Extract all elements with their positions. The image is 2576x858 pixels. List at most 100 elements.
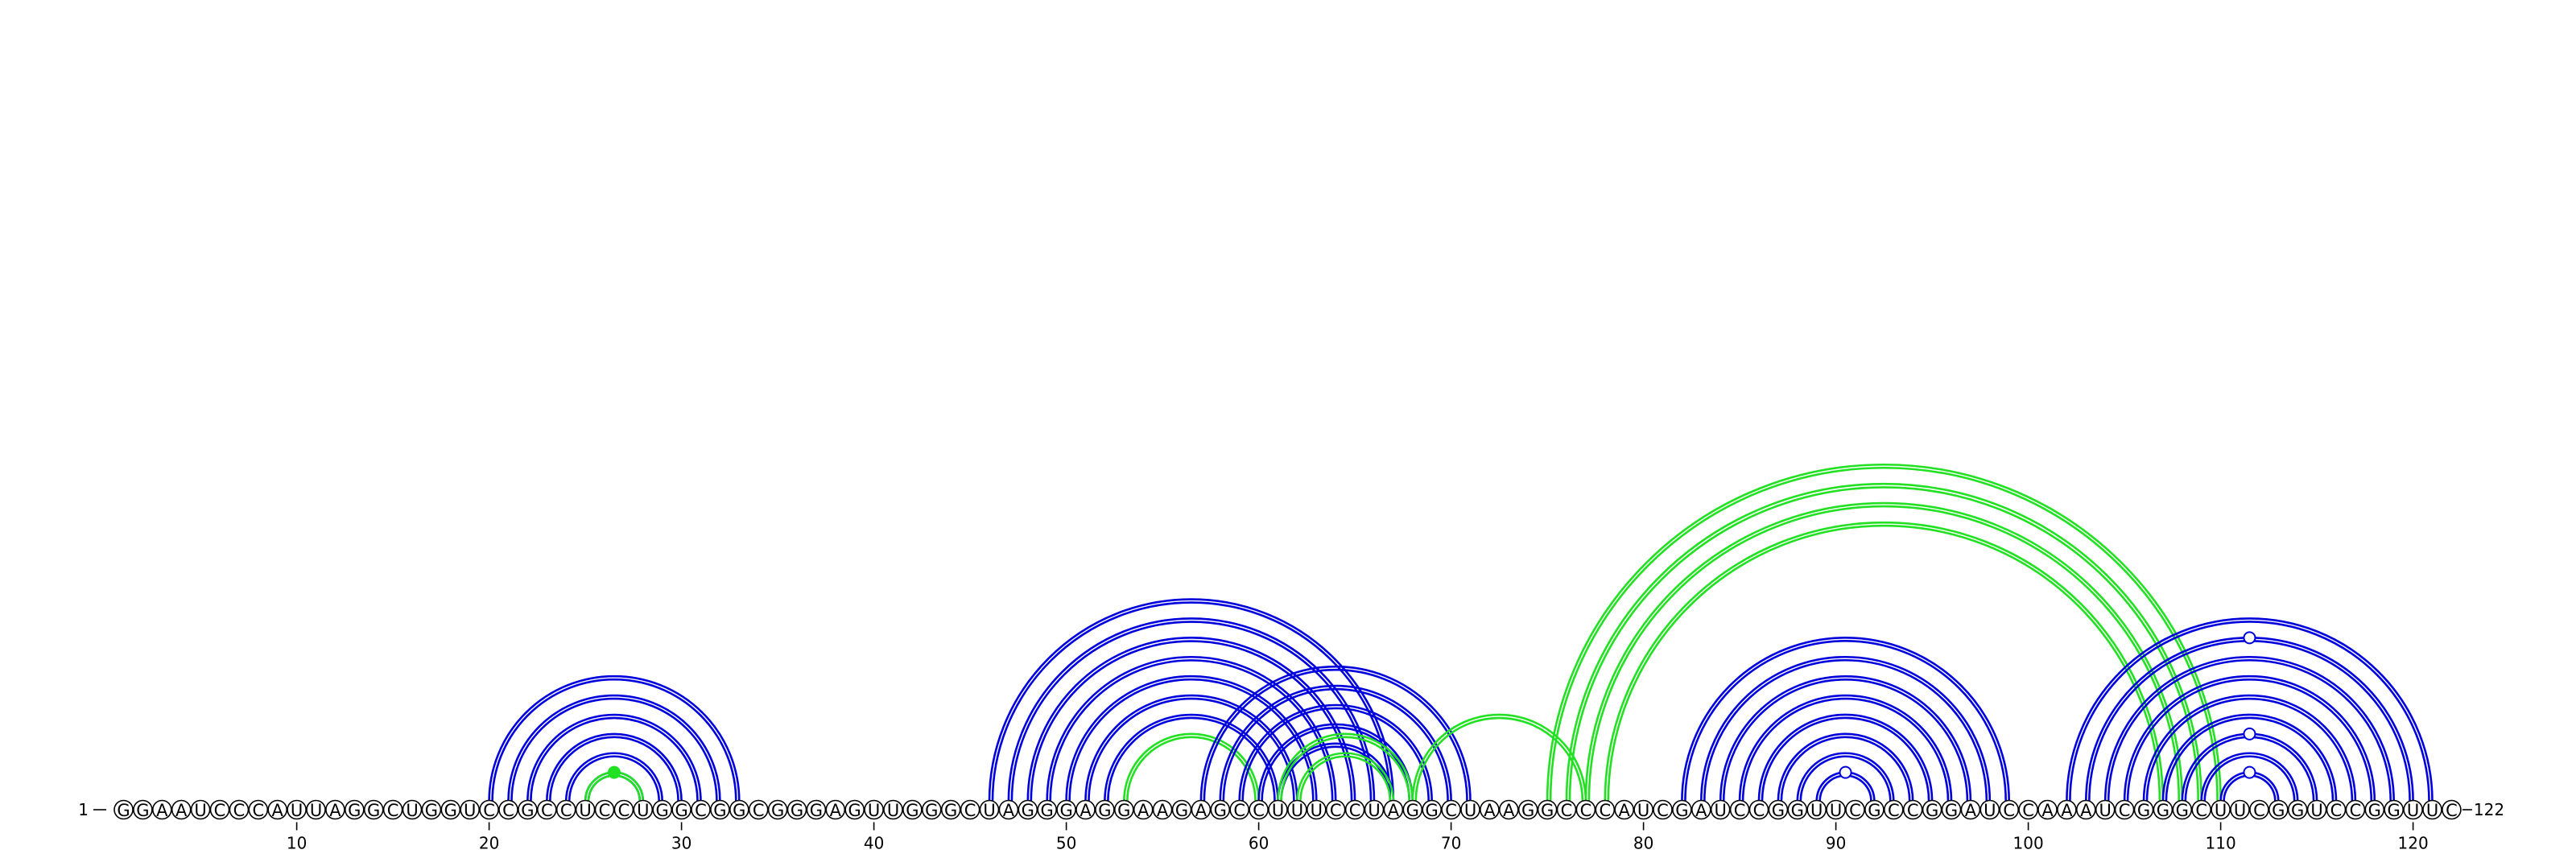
nucleotide-letter: G (1022, 801, 1034, 820)
nucleotide: C (248, 799, 269, 820)
base-pair-arc-87-94 (1777, 732, 1914, 802)
nucleotide-circle (2268, 799, 2289, 820)
nucleotide-letter: U (887, 801, 899, 820)
nucleotide-circle (460, 799, 481, 820)
nucleotide: G (844, 799, 865, 820)
nucleotide-circle (1787, 799, 1808, 820)
nucleotide-circle (479, 799, 499, 820)
nucleotide-letter: G (733, 801, 745, 820)
nucleotide-circle (960, 799, 980, 820)
nucleotide: C (2345, 799, 2366, 820)
axis-tick-label: 70 (1441, 834, 1461, 853)
nucleotide-letter: G (1868, 801, 1880, 820)
nucleotide-circle (2364, 799, 2385, 820)
axis-tick-label: 110 (2206, 834, 2236, 853)
nucleotide: G (363, 799, 384, 820)
nucleotide: G (786, 799, 807, 820)
nucleotide: U (1460, 799, 1480, 820)
nucleotide-letter: C (1734, 801, 1746, 820)
nucleotide-letter: C (753, 801, 765, 820)
nucleotide-letter: U (2215, 801, 2227, 820)
base-pair-arc-21-32 (507, 694, 721, 802)
nucleotide: U (1268, 799, 1288, 820)
nucleotide: C (2249, 799, 2269, 820)
nucleotide-letter: C (483, 801, 495, 820)
position-axis: 10 20 30 40 50 60 70 80 90 100 110 120 (287, 822, 2429, 853)
nucleotide-letter: C (214, 801, 226, 820)
nucleotide-circle (1191, 799, 1212, 820)
nucleotide: A (325, 799, 345, 820)
nucleotide-letter: C (2022, 801, 2034, 820)
nucleotide: U (2403, 799, 2423, 820)
nucleotide-circle (1210, 799, 1231, 820)
nucleotide-circle (1556, 799, 1577, 820)
nucleotide-circle (363, 799, 384, 820)
nucleotide: U (190, 799, 211, 820)
nucleotide-letter: A (2080, 801, 2092, 820)
nucleotide-circle (2306, 799, 2327, 820)
nucleotide-letter: A (1503, 801, 1515, 820)
nucleotide-letter: U (464, 801, 476, 820)
nucleotide-letter: A (175, 801, 188, 820)
nucleotide-circle (594, 799, 615, 820)
nucleotide-circle (729, 799, 749, 820)
nucleotide: U (883, 799, 903, 820)
loop-marker (2243, 631, 2256, 645)
nucleotide: U (1826, 799, 1846, 820)
base-pair-arc-106-117 (2142, 694, 2357, 802)
nucleotide: U (2306, 799, 2327, 820)
nucleotide-letter: G (2388, 801, 2401, 820)
nucleotide-letter: U (1368, 801, 1380, 820)
nucleotide-circle (1383, 799, 1404, 820)
nucleotide: G (1422, 799, 1442, 820)
base-pair-arc-75-110 (1546, 463, 2222, 802)
nucleotide-circle (1633, 799, 1653, 820)
nucleotide-circle (1537, 799, 1558, 820)
nucleotide-letter: C (964, 801, 976, 820)
nucleotide-letter: U (1810, 801, 1823, 820)
nucleotide: U (402, 799, 423, 820)
nucleotide: C (2326, 799, 2347, 820)
base-pair-arc-104-119 (2103, 656, 2395, 802)
nucleotide-letter: G (810, 801, 823, 820)
nucleotide: U (1710, 799, 1731, 820)
nucleotide: C (555, 799, 576, 820)
nucleotide: A (1075, 799, 1096, 820)
nucleotide: A (1480, 799, 1500, 820)
nucleotide: G (922, 799, 942, 820)
base-pair-arc-inner-20-33 (491, 678, 737, 802)
base-pair-arc-inner-22-31 (530, 716, 699, 802)
nucleotide-letter: A (1195, 801, 1208, 820)
axis-tick-label: 120 (2398, 834, 2429, 853)
loop-marker (1839, 765, 1852, 779)
axis-tick-label: 60 (1249, 834, 1269, 853)
nucleotide-letter: G (1214, 801, 1227, 820)
nucleotide-circle (2191, 799, 2211, 820)
base-pair-arc-50-63 (1065, 674, 1318, 802)
nucleotide-circle (2384, 799, 2404, 820)
nucleotide: U (979, 799, 1000, 820)
nucleotide-letter: C (2330, 801, 2343, 820)
nucleotide-circle (2076, 799, 2096, 820)
nucleotide: C (229, 799, 250, 820)
nucleotide-letter: G (1059, 801, 1072, 820)
nucleotide-circle (1402, 799, 1423, 820)
nucleotide: A (1614, 799, 1634, 820)
base-pair-arc-inner-77-108 (1587, 505, 2181, 802)
nucleotide-circle (2172, 799, 2193, 820)
axis-tick-label: 30 (671, 834, 691, 853)
nucleotide-letter: G (1175, 801, 1188, 820)
nucleotide-letter: C (1907, 801, 1919, 820)
nucleotide-circle (1768, 799, 1789, 820)
nucleotide-letter: A (1137, 801, 1150, 820)
nucleotide: U (1979, 799, 2000, 820)
nucleotide: C (1249, 799, 1269, 820)
nucleotide: C (1575, 799, 1596, 820)
nucleotide-circle (1422, 799, 1442, 820)
nucleotide-circle (748, 799, 769, 820)
nucleotide-letter: C (2195, 801, 2207, 820)
nucleotide: C (1325, 799, 1346, 820)
base-pair-arc-inner-84-97 (1722, 678, 1969, 802)
nucleotide-letter: C (618, 801, 630, 820)
nucleotide-circle (767, 799, 788, 820)
